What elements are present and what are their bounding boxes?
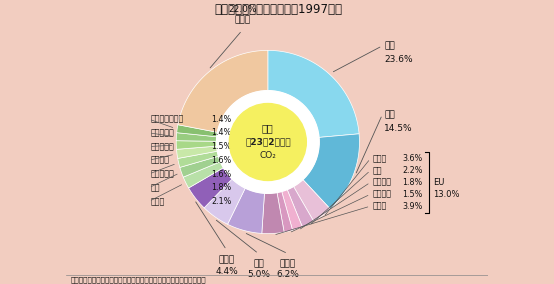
- Text: 韓国: 韓国: [151, 183, 160, 192]
- Polygon shape: [177, 125, 218, 137]
- Polygon shape: [204, 179, 245, 224]
- Polygon shape: [180, 156, 220, 177]
- Text: 米国: 米国: [384, 41, 395, 50]
- Polygon shape: [281, 189, 302, 230]
- Text: 日本: 日本: [253, 259, 264, 268]
- Polygon shape: [177, 146, 217, 158]
- Text: フランス: フランス: [372, 190, 391, 199]
- Text: 各国の二酸化炭素排出量（1997年）: 各国の二酸化炭素排出量（1997年）: [215, 3, 343, 16]
- Polygon shape: [294, 179, 330, 221]
- Text: 1.6%: 1.6%: [211, 170, 231, 179]
- Text: オーストラリア: オーストラリア: [151, 115, 184, 124]
- Polygon shape: [262, 193, 284, 234]
- Polygon shape: [178, 50, 268, 132]
- Polygon shape: [303, 134, 360, 209]
- Text: 1.5%: 1.5%: [403, 190, 423, 199]
- Circle shape: [217, 91, 319, 193]
- Text: 5.0%: 5.0%: [247, 270, 270, 279]
- Polygon shape: [176, 133, 217, 141]
- Text: 13.0%: 13.0%: [433, 190, 459, 199]
- Polygon shape: [268, 50, 359, 137]
- Text: ドイツ: ドイツ: [372, 154, 387, 163]
- Text: 南アフリカ: 南アフリカ: [151, 128, 175, 137]
- Text: その他: その他: [372, 202, 387, 211]
- Text: 2.2%: 2.2%: [403, 166, 423, 175]
- Text: 1.8%: 1.8%: [211, 183, 231, 192]
- Text: ロシア: ロシア: [280, 259, 296, 268]
- Text: 2.1%: 2.1%: [211, 197, 232, 206]
- Text: ポーランド: ポーランド: [151, 142, 175, 151]
- Text: ウクライナ: ウクライナ: [151, 170, 175, 179]
- Text: 1.4%: 1.4%: [211, 128, 231, 137]
- Polygon shape: [277, 191, 293, 232]
- Text: 1.8%: 1.8%: [403, 178, 423, 187]
- Text: インド: インド: [218, 256, 235, 265]
- Text: カナダ: カナダ: [151, 197, 165, 206]
- Text: その他: その他: [234, 16, 250, 25]
- Text: 資料：米国オークリッジ国立研究所ホームページ資料より環境省作成: 資料：米国オークリッジ国立研究所ホームページ資料より環境省作成: [71, 277, 207, 283]
- Polygon shape: [228, 188, 264, 233]
- Text: EU: EU: [433, 178, 444, 187]
- Text: 22.0%: 22.0%: [228, 5, 257, 14]
- Text: 組23⁨2億トン: 組23⁨2億トン: [245, 137, 291, 147]
- Text: 23.6%: 23.6%: [384, 55, 413, 64]
- Text: メキシコ: メキシコ: [151, 156, 170, 165]
- Text: 4.4%: 4.4%: [216, 267, 238, 275]
- Text: 合計: 合計: [262, 123, 274, 133]
- Text: 3.9%: 3.9%: [403, 202, 423, 211]
- Text: 1.6%: 1.6%: [211, 156, 231, 165]
- Text: イタリア: イタリア: [372, 178, 391, 187]
- Text: 6.2%: 6.2%: [276, 270, 299, 279]
- Text: 1.4%: 1.4%: [211, 115, 231, 124]
- Circle shape: [229, 104, 306, 180]
- Polygon shape: [178, 151, 218, 167]
- Text: 英国: 英国: [372, 166, 382, 175]
- Text: CO₂: CO₂: [259, 151, 276, 160]
- Text: 1.5%: 1.5%: [211, 142, 232, 151]
- Polygon shape: [176, 141, 217, 149]
- Polygon shape: [188, 168, 232, 208]
- Text: 3.6%: 3.6%: [403, 154, 423, 163]
- Text: 14.5%: 14.5%: [384, 124, 413, 133]
- Text: 中国: 中国: [384, 110, 395, 119]
- Polygon shape: [183, 162, 223, 188]
- Polygon shape: [287, 186, 314, 227]
